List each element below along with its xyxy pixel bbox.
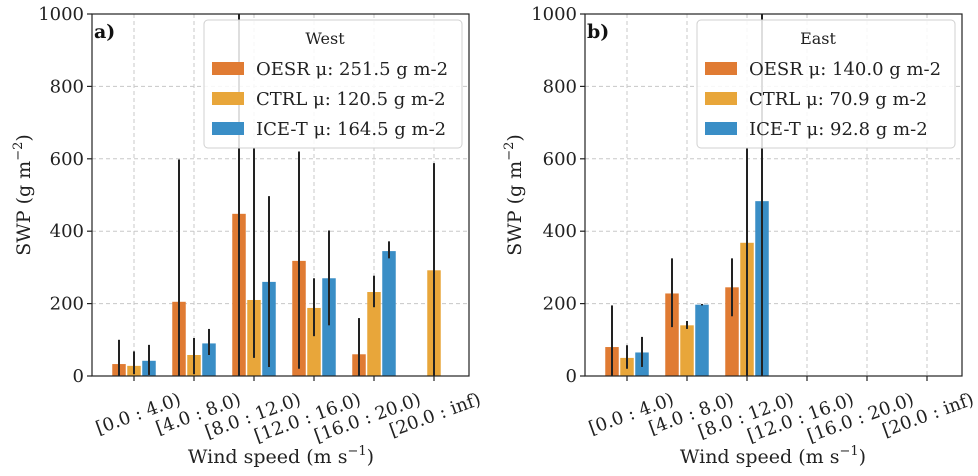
legend-swatch-ice-t [705,122,737,135]
x-axis-label: Wind speed (m s−1) [680,444,866,468]
y-axis: 0 200 400 600 800 1000 [38,4,92,387]
legend-swatch-oesr [212,62,244,75]
y-axis-label: SWP (g m−2) [502,134,526,256]
legend-swatch-oesr [705,62,737,75]
axes-frame [91,13,470,377]
bar-ctrl-3 [307,307,321,376]
x-axis: [0.0 : 4.0)[4.0 : 8.0)[8.0 : 12.0)[12.0 … [586,376,977,447]
bar-oesr-1 [665,293,679,376]
y-tick-label: 0 [566,366,577,387]
y-tick-label: 0 [73,366,84,387]
y-tick-label: 1000 [38,4,84,25]
legend-label-ctrl: CTRL μ: 120.5 g m-2 [256,89,446,110]
legend-label-ice-t: ICE-T μ: 92.8 g m-2 [749,119,928,140]
legend: East OESR μ: 140.0 g m-2 CTRL μ: 70.9 g m-… [696,19,956,149]
legend: West OESR μ: 251.5 g m-2 CTRL μ: 120.5 g m… [203,19,463,149]
bar-ice-t-1 [695,304,709,376]
axes-frame [584,13,963,377]
panel-label: b) [587,21,609,43]
legend-swatch-ctrl [212,92,244,105]
panel-label: a) [94,21,115,43]
legend-label-oesr: OESR μ: 251.5 g m-2 [256,59,448,80]
legend-label-ice-t: ICE-T μ: 164.5 g m-2 [256,119,446,140]
legend-title: East [800,29,836,48]
legend-box [696,19,956,149]
y-axis-label: SWP (g m−2) [11,134,35,256]
y-tick-label: 400 [543,221,577,242]
x-axis-label: Wind speed (m s−1) [188,444,374,468]
panel-west: 0 200 400 600 800 1000 [0.0 : 4.0)[4.0 : 8.0)[… [11,4,484,468]
legend-swatch-ice-t [212,122,244,135]
y-tick-label: 1000 [531,4,577,25]
y-tick-label: 600 [50,149,84,170]
bar-ctrl-1 [680,325,694,376]
bars [112,213,441,376]
legend-swatch-ctrl [705,92,737,105]
y-tick-label: 200 [543,294,577,315]
legend-box [203,19,463,149]
legend-label-ctrl: CTRL μ: 70.9 g m-2 [749,89,927,110]
legend-title: West [305,29,345,48]
y-axis: 0 200 400 600 800 1000 [531,4,585,387]
y-tick-label: 800 [50,76,84,97]
bar-ice-t-3 [322,278,336,376]
y-tick-label: 200 [50,294,84,315]
bar-ice-t-1 [202,343,216,376]
y-tick-label: 400 [50,221,84,242]
y-tick-label: 600 [543,149,577,170]
bar-ctrl-4 [367,292,381,376]
bar-oesr-2 [725,287,739,376]
y-tick-label: 800 [543,76,577,97]
x-axis: [0.0 : 4.0)[4.0 : 8.0)[8.0 : 12.0)[12.0 … [93,376,484,447]
legend-label-oesr: OESR μ: 140.0 g m-2 [749,59,941,80]
bar-ice-t-4 [382,251,396,376]
panel-east: 0 200 400 600 800 1000 [0.0 : 4.0)[4.0 : 8.0)[… [502,4,977,468]
